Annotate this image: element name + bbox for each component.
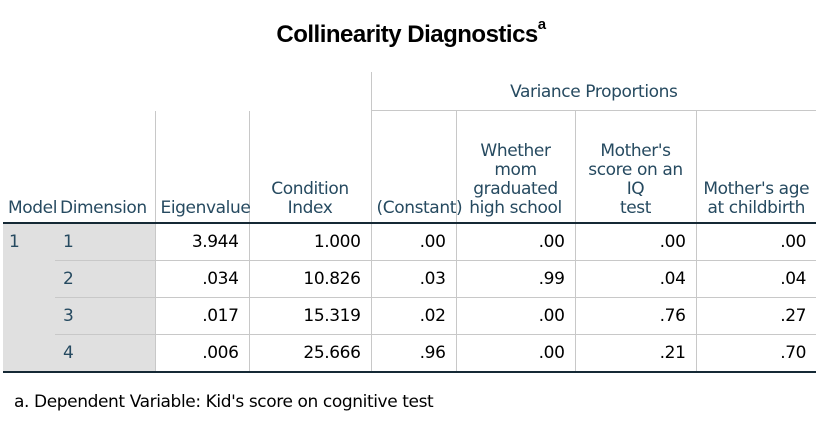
condition-index-cell: 15.319 <box>248 297 371 335</box>
header-dimension: Dimension <box>60 198 147 218</box>
condition-index-cell: 10.826 <box>248 260 371 298</box>
constant-cell: .00 <box>370 222 456 261</box>
condition-index-cell: 1.000 <box>248 222 371 261</box>
table-row: 3 .017 15.319 .02 .00 .76 .27 <box>3 297 817 335</box>
header-eigenvalue: Eigenvalue <box>154 110 251 223</box>
constant-cell: .96 <box>370 334 456 373</box>
condition-index-cell: 25.666 <box>248 334 371 373</box>
eigenvalue-cell: .006 <box>154 334 249 373</box>
header-iq-line2: score on an IQ <box>588 160 683 199</box>
iq-cell: .76 <box>574 297 696 335</box>
header-hs-line1: Whether mom <box>480 141 551 180</box>
age-cell: .04 <box>695 260 817 298</box>
age-cell: .70 <box>695 334 817 373</box>
table-row: 4 .006 25.666 .96 .00 .21 .70 <box>3 334 817 373</box>
header-hs-line3: high school <box>469 198 562 218</box>
header-variance-proportions: Variance Proportions <box>370 72 817 111</box>
table-row: 1 1 3.944 1.000 .00 .00 .00 .00 <box>3 222 817 373</box>
header-mom-high-school: Whether mom graduated high school <box>455 110 575 223</box>
table-row: 2 .034 10.826 .03 .99 .04 .04 <box>3 260 817 298</box>
eigenvalue-cell: .017 <box>154 297 249 335</box>
dimension-label: 2 <box>55 260 155 298</box>
eigenvalue-cell: .034 <box>154 260 249 298</box>
header-constant: (Constant) <box>370 110 463 223</box>
header-iq-line3: test <box>619 198 652 218</box>
constant-cell: .03 <box>370 260 456 298</box>
constant-cell: .02 <box>370 297 456 335</box>
model-label: 1 <box>3 222 55 373</box>
header-age-line1: Mother's age <box>703 179 810 199</box>
age-cell: .00 <box>695 222 817 261</box>
table-footnote: a. Dependent Variable: Kid's score on co… <box>14 392 434 412</box>
table-title-text: Collinearity Diagnostics <box>276 21 538 48</box>
age-cell: .27 <box>695 297 817 335</box>
collinearity-diagnostics-table: Variance Proportions Model Dimension Eig… <box>3 72 817 373</box>
header-iq-line1: Mother's <box>600 141 671 161</box>
header-condition-index: Condition Index <box>248 110 371 223</box>
iq-cell: .04 <box>574 260 696 298</box>
header-condition-index-line1: Condition <box>271 179 349 199</box>
eigenvalue-cell: 3.944 <box>154 222 249 261</box>
dimension-label: 3 <box>55 297 155 335</box>
header-age-line2: at childbirth <box>707 198 806 218</box>
dimension-label: 1 <box>55 222 155 261</box>
hs-cell: .00 <box>455 297 575 335</box>
header-spacer <box>3 72 371 111</box>
hs-cell: .99 <box>455 260 575 298</box>
table-title-footnote-marker: a <box>537 16 546 33</box>
header-mom-iq: Mother's score on an IQ test <box>574 110 696 223</box>
iq-cell: .00 <box>574 222 696 261</box>
header-hs-line2: graduated <box>473 179 558 199</box>
hs-cell: .00 <box>455 334 575 373</box>
header-row-columns: Model Dimension Eigenvalue Condition Ind… <box>3 110 817 223</box>
header-condition-index-line2: Index <box>287 198 333 218</box>
header-row-group: Variance Proportions <box>3 72 817 111</box>
dimension-label: 4 <box>55 334 155 373</box>
table-title: Collinearity Diagnosticsa <box>0 16 822 49</box>
hs-cell: .00 <box>455 222 575 261</box>
header-mom-age: Mother's age at childbirth <box>695 110 817 223</box>
iq-cell: .21 <box>574 334 696 373</box>
header-model: Model <box>8 198 58 218</box>
